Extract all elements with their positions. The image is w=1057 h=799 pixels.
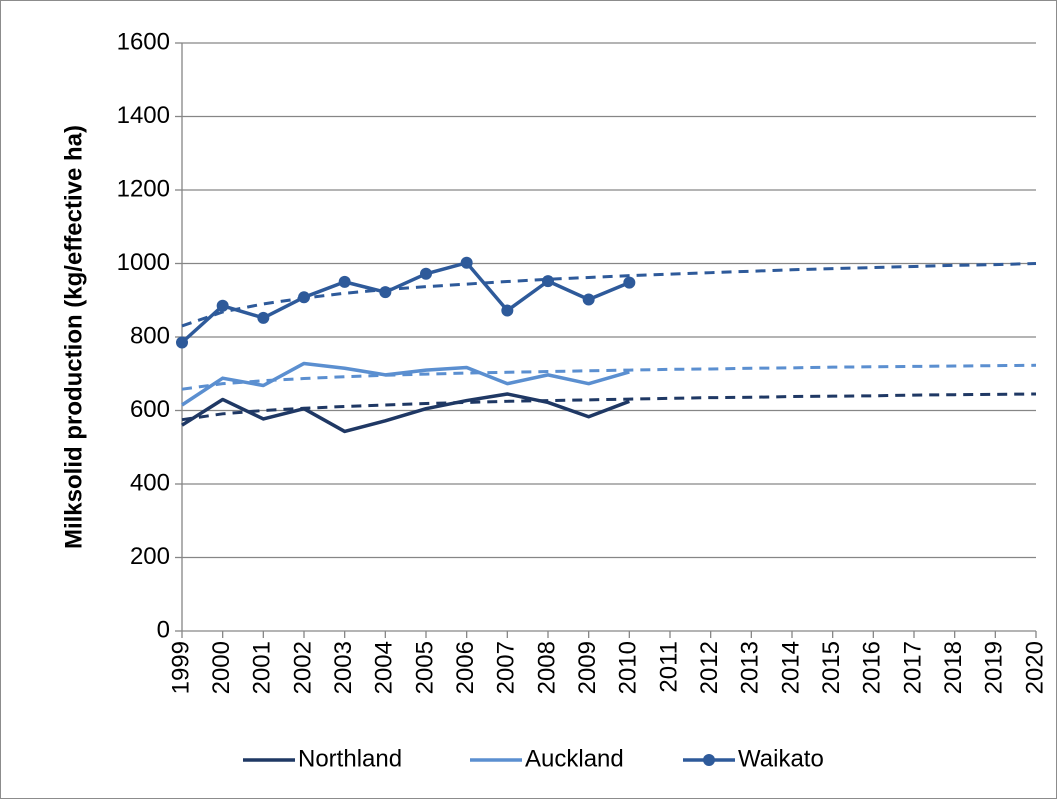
trendline [181,262,1037,328]
marker [216,299,229,312]
trendline [181,363,1037,391]
x-tick-label: 2002 [289,641,316,694]
x-tick-label: 2014 [777,641,804,694]
series-line [181,361,630,407]
legend-label: Auckland [525,745,624,772]
series-line [181,392,630,434]
x-tick-label: 2018 [940,641,967,694]
x-tick-label: 2017 [899,641,926,694]
marker [338,275,351,288]
x-tick-label: 2015 [818,641,845,694]
y-tick-label: 400 [130,469,170,496]
y-tick-label: 800 [130,322,170,349]
x-tick-label: 2006 [452,641,479,694]
x-tick-label: 1999 [167,641,194,694]
marker [501,304,514,317]
trendline [181,392,1037,422]
x-tick-label: 2016 [859,641,886,694]
marker [420,267,432,280]
marker [460,256,473,269]
marker [257,311,270,324]
y-tick-label: 600 [130,396,170,423]
x-tick-label: 2019 [981,641,1008,694]
y-tick-label: 200 [130,543,170,570]
legend-label: Northland [298,745,402,772]
series-line [180,261,631,344]
legend-marker [703,754,715,766]
marker [623,276,636,289]
x-tick-label: 2005 [411,641,438,694]
y-tick-label: 1600 [117,28,170,55]
marker [379,286,392,299]
y-tick-label: 0 [157,616,170,643]
x-tick-label: 2003 [330,641,357,694]
x-tick-label: 2009 [574,641,601,694]
y-tick-label: 1000 [117,249,170,276]
x-tick-label: 2000 [208,641,235,694]
x-tick-label: 2013 [737,641,764,694]
x-tick-label: 2008 [533,641,560,694]
x-tick-label: 2001 [249,641,276,694]
y-tick-label: 1200 [117,175,170,202]
x-tick-label: 2007 [493,641,520,694]
x-tick-label: 2010 [615,641,642,694]
x-tick-label: 2004 [371,641,398,694]
marker [176,336,188,349]
marker [298,291,310,304]
y-axis-title: Milksolid production (kg/effective ha) [60,125,87,549]
marker [542,275,554,288]
x-tick-label: 2020 [1021,641,1048,694]
marker [582,293,595,306]
y-tick-label: 1400 [117,102,170,129]
x-tick-label: 2011 [655,641,682,693]
x-tick-label: 2012 [696,641,723,694]
legend-label: Waikato [738,745,824,772]
